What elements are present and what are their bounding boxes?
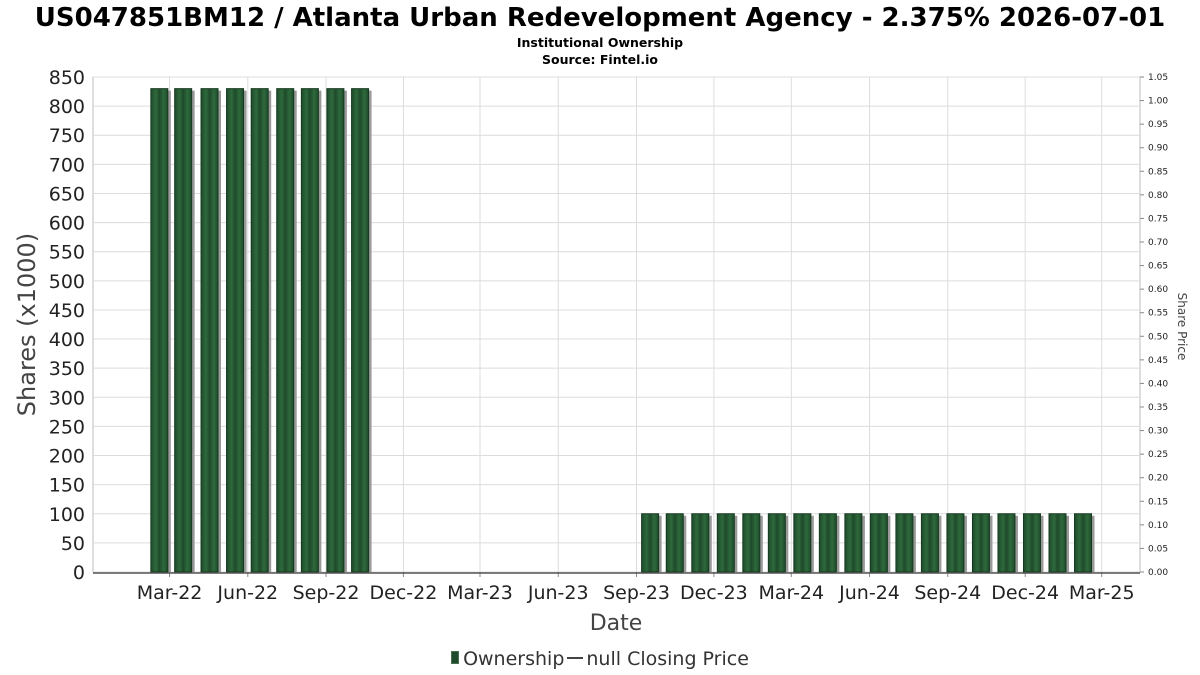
y-tick-label: 850 (49, 67, 85, 89)
y-tick-label: 550 (49, 242, 85, 264)
ownership-bar (150, 88, 169, 573)
y2-tick-label: 0.90 (1148, 144, 1168, 154)
ownership-bar (1022, 513, 1041, 573)
x-tick-label: Jun-23 (527, 582, 589, 604)
x-tick-label: Sep-23 (603, 582, 670, 604)
y-tick-label: 300 (49, 387, 85, 409)
y2-tick-label: 0.10 (1148, 521, 1168, 531)
x-tick-label: Mar-25 (1069, 582, 1135, 604)
y2-tick-label: 0.65 (1148, 262, 1168, 272)
y-tick-label: 700 (49, 154, 85, 176)
bars-layer (150, 88, 1095, 573)
y-tick-label: 250 (49, 416, 85, 438)
y-tick-label: 100 (49, 504, 85, 526)
legend: Ownership null Closing Price (0, 647, 1200, 671)
y-tick-label: 350 (49, 358, 85, 380)
ownership-bar (869, 513, 888, 573)
legend-price-label: null Closing Price (586, 648, 749, 670)
x-tick-label: Mar-24 (758, 582, 824, 604)
y2-tick-label: 0.05 (1148, 544, 1168, 554)
y2-tick-label: 0.95 (1148, 120, 1168, 130)
y2-tick-label: 0.45 (1148, 356, 1168, 366)
y-tick-label: 0 (73, 562, 85, 584)
y-tick-label: 400 (49, 329, 85, 351)
ownership-bar (665, 513, 684, 573)
y2-tick-label: 0.35 (1148, 403, 1168, 413)
x-tick-label: Mar-22 (137, 582, 203, 604)
ownership-bar (326, 88, 345, 573)
ownership-bar (920, 513, 939, 573)
y-tick-label: 750 (49, 125, 85, 147)
y2-tick-label: 0.25 (1148, 450, 1168, 460)
x-tick-label: Sep-24 (914, 582, 981, 604)
y2-tick-label: 0.15 (1148, 497, 1168, 507)
y2-tick-label: 0.50 (1148, 332, 1168, 342)
chart-subtitle: Institutional Ownership (516, 35, 684, 50)
ownership-bar (1074, 513, 1093, 573)
ownership-bar (691, 513, 710, 573)
ownership-bar (1048, 513, 1067, 573)
ownership-bar (716, 513, 735, 573)
y-tick-label: 150 (49, 475, 85, 497)
y2-tick-label: 0.30 (1148, 427, 1168, 437)
y2-tick-label: 0.85 (1148, 167, 1168, 177)
ownership-bar (767, 513, 786, 573)
axes-layer: 0 50 100 150 200 250 300 350 400 450 500 550 600 650 7… (49, 67, 1169, 604)
y-axis-title: Shares (x1000) (13, 233, 41, 416)
ownership-bar (276, 88, 295, 573)
ownership-bar (226, 88, 245, 573)
ownership-bar (200, 88, 219, 573)
ownership-bar (793, 513, 812, 573)
y2-axis-title: Share Price (1175, 293, 1189, 361)
y2-tick-label: 0.80 (1148, 191, 1168, 201)
ownership-bar (997, 513, 1016, 573)
x-tick-label: Dec-22 (370, 582, 438, 604)
chart-source: Source: Fintel.io (542, 52, 658, 67)
ownership-chart: 0 50 100 150 200 250 300 350 400 450 500 550 600 650 7… (13, 67, 1189, 636)
y2-tick-label: 0.75 (1148, 214, 1168, 224)
y2-tick-label: 0.20 (1148, 474, 1168, 484)
x-tick-label: Dec-24 (991, 582, 1059, 604)
x-tick-label: Sep-22 (293, 582, 360, 604)
ownership-bar (844, 513, 863, 573)
ownership-bar (946, 513, 965, 573)
grid-lines (92, 76, 1141, 573)
y-tick-label: 450 (49, 300, 85, 322)
ownership-bar (818, 513, 837, 573)
ownership-bar (351, 88, 370, 573)
ownership-bar (250, 88, 269, 573)
ownership-swatch-icon (451, 651, 460, 664)
y2-tick-label: 1.00 (1148, 97, 1168, 107)
x-tick-label: Dec-23 (680, 582, 748, 604)
y2-tick-label: 0.40 (1148, 379, 1168, 389)
ownership-bar (895, 513, 914, 573)
y-tick-label: 650 (49, 183, 85, 205)
x-axis-title: Date (590, 611, 643, 636)
y2-tick-label: 0.55 (1148, 309, 1168, 319)
x-tick-label: Mar-23 (447, 582, 513, 604)
y-tick-label: 50 (61, 533, 85, 555)
ownership-bar (300, 88, 319, 573)
x-tick-label: Jun-24 (838, 582, 900, 604)
ownership-bar (971, 513, 990, 573)
chart-title: US047851BM12 / Atlanta Urban Redevelopme… (34, 3, 1166, 33)
y2-tick-label: 0.60 (1148, 285, 1168, 295)
ownership-bar (641, 513, 660, 573)
y2-tick-label: 1.05 (1148, 73, 1168, 83)
plot-area (92, 76, 1141, 573)
legend-ownership-label: Ownership (463, 648, 565, 670)
y-tick-label: 800 (49, 96, 85, 118)
price-line-swatch-icon (567, 657, 584, 659)
x-tick-label: Jun-22 (216, 582, 278, 604)
y-tick-label: 600 (49, 213, 85, 235)
y2-tick-label: 0.00 (1148, 568, 1168, 578)
y-tick-label: 200 (49, 446, 85, 468)
ownership-bar (742, 513, 761, 573)
y-tick-label: 500 (49, 271, 85, 293)
ownership-bar (174, 88, 193, 573)
y2-tick-label: 0.70 (1148, 238, 1168, 248)
